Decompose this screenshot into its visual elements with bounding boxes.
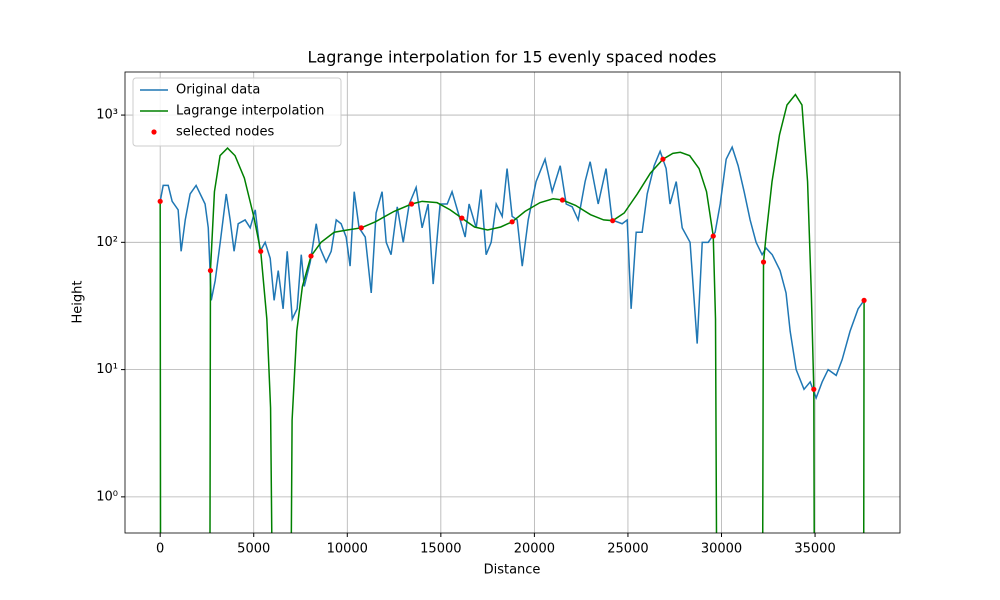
node-marker xyxy=(408,201,415,207)
node-marker xyxy=(610,218,616,224)
x-axis-label: Distance xyxy=(484,563,541,578)
y-tick-label: 10² xyxy=(96,235,118,250)
plot-area xyxy=(157,93,867,533)
legend-label: Original data xyxy=(176,83,260,98)
legend-label: selected nodes xyxy=(176,125,274,140)
node-marker xyxy=(559,197,566,203)
x-tick-label: 10000 xyxy=(327,542,368,557)
x-tick-label: 20000 xyxy=(514,542,555,557)
node-marker xyxy=(157,198,163,204)
legend-label: Lagrange interpolation xyxy=(176,104,324,119)
node-marker xyxy=(861,297,867,303)
x-tick-label: 25000 xyxy=(607,542,648,557)
node-marker xyxy=(710,233,716,239)
x-tick-label: 35000 xyxy=(794,542,835,557)
y-tick-label: 10³ xyxy=(96,108,118,123)
x-tick-label: 0 xyxy=(156,542,164,557)
node-marker xyxy=(258,248,264,254)
legend-swatch xyxy=(151,129,157,135)
node-marker xyxy=(760,259,767,265)
x-tick-label: 5000 xyxy=(237,542,270,557)
node-marker xyxy=(660,156,666,162)
data-line xyxy=(159,93,865,533)
x-tick-label: 30000 xyxy=(701,542,742,557)
x-tick-label: 15000 xyxy=(420,542,461,557)
node-marker xyxy=(509,219,515,225)
y-tick-label: 10¹ xyxy=(96,362,118,377)
legend-box xyxy=(132,77,342,147)
node-marker xyxy=(207,267,214,274)
node-marker xyxy=(358,225,364,231)
plot-frame xyxy=(124,71,901,534)
chart-title: Lagrange interpolation for 15 evenly spa… xyxy=(308,48,717,67)
node-marker xyxy=(811,386,817,392)
node-marker xyxy=(308,253,314,259)
y-tick-label: 10⁰ xyxy=(96,489,118,504)
node-marker xyxy=(459,215,465,221)
y-axis-label: Height xyxy=(71,281,86,324)
